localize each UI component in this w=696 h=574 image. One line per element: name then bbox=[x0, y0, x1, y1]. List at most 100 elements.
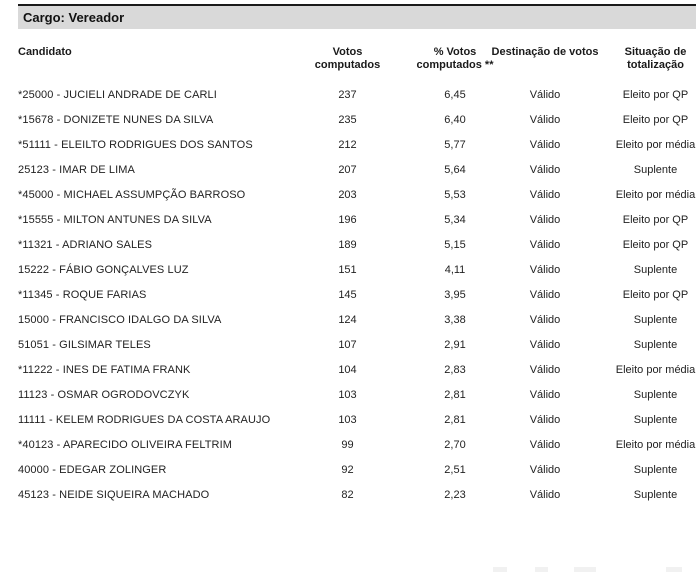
cell-candidato: 40000 - EDEGAR ZOLINGER bbox=[18, 464, 167, 476]
clipped-text-fragment bbox=[574, 567, 596, 572]
table-row: *15555 - MILTON ANTUNES DA SILVA 196 5,3… bbox=[18, 208, 696, 233]
cell-situacao: Eleito por média bbox=[615, 139, 696, 151]
table-row: 11123 - OSMAR OGRODOVCZYK 103 2,81 Válid… bbox=[18, 383, 696, 408]
cell-pct-votos: 5,53 bbox=[444, 189, 466, 201]
election-results-report: Cargo: Vereador Candidato Votos computad… bbox=[18, 4, 696, 572]
cell-votos: 212 bbox=[338, 139, 357, 151]
cell-situacao: Eleito por QP bbox=[622, 289, 689, 301]
table-row: *11222 - INES DE FATIMA FRANK 104 2,83 V… bbox=[18, 358, 696, 383]
clipped-text-fragment bbox=[535, 567, 548, 572]
table-body: *25000 - JUCIELI ANDRADE DE CARLI 237 6,… bbox=[18, 83, 696, 508]
cell-votos: 145 bbox=[338, 289, 357, 301]
cell-votos: 124 bbox=[338, 314, 357, 326]
cell-situacao: Suplente bbox=[633, 414, 678, 426]
cell-pct-votos: 2,91 bbox=[444, 339, 466, 351]
cargo-label: Cargo: Vereador bbox=[23, 10, 125, 25]
header-candidato: Candidato bbox=[18, 46, 72, 58]
table-row: *40123 - APARECIDO OLIVEIRA FELTRIM 99 2… bbox=[18, 433, 696, 458]
cell-pct-votos: 5,15 bbox=[444, 239, 466, 251]
cell-situacao: Suplente bbox=[633, 164, 678, 176]
header-votos-computados: Votos computados bbox=[314, 46, 381, 71]
cell-destinacao: Válido bbox=[529, 139, 561, 151]
cell-situacao: Suplente bbox=[633, 264, 678, 276]
cell-votos: 151 bbox=[338, 264, 357, 276]
cell-situacao: Eleito por QP bbox=[622, 114, 689, 126]
cell-destinacao: Válido bbox=[529, 389, 561, 401]
table-row: *51111 - ELEILTO RODRIGUES DOS SANTOS 21… bbox=[18, 133, 696, 158]
cell-situacao: Suplente bbox=[633, 339, 678, 351]
cell-candidato: 11123 - OSMAR OGRODOVCZYK bbox=[18, 389, 190, 401]
cell-situacao: Eleito por QP bbox=[622, 214, 689, 226]
cell-votos: 104 bbox=[338, 364, 357, 376]
cell-destinacao: Válido bbox=[529, 314, 561, 326]
cell-votos: 196 bbox=[338, 214, 357, 226]
cell-destinacao: Válido bbox=[529, 364, 561, 376]
cell-votos: 103 bbox=[338, 389, 357, 401]
cell-situacao: Eleito por QP bbox=[622, 89, 689, 101]
cell-situacao: Eleito por média bbox=[615, 439, 696, 451]
table-row: 40000 - EDEGAR ZOLINGER 92 2,51 Válido S… bbox=[18, 458, 696, 483]
cell-destinacao: Válido bbox=[529, 239, 561, 251]
cell-pct-votos: 4,11 bbox=[444, 264, 466, 276]
cell-candidato: *45000 - MICHAEL ASSUMPÇÃO BARROSO bbox=[18, 189, 246, 201]
cell-pct-votos: 6,45 bbox=[444, 89, 466, 101]
cell-pct-votos: 2,81 bbox=[444, 389, 466, 401]
cell-pct-votos: 2,83 bbox=[444, 364, 466, 376]
cell-votos: 235 bbox=[338, 114, 357, 126]
cell-candidato: *15555 - MILTON ANTUNES DA SILVA bbox=[18, 214, 212, 226]
section-header-cargo: Cargo: Vereador bbox=[18, 4, 696, 29]
cell-candidato: *25000 - JUCIELI ANDRADE DE CARLI bbox=[18, 89, 217, 101]
cell-candidato: 51051 - GILSIMAR TELES bbox=[18, 339, 151, 351]
table-row: *11345 - ROQUE FARIAS 145 3,95 Válido El… bbox=[18, 283, 696, 308]
cell-pct-votos: 2,23 bbox=[444, 489, 466, 501]
cell-destinacao: Válido bbox=[529, 339, 561, 351]
cell-pct-votos: 2,51 bbox=[444, 464, 466, 476]
table-row: *25000 - JUCIELI ANDRADE DE CARLI 237 6,… bbox=[18, 83, 696, 108]
table-header-row: Candidato Votos computados % Votos compu… bbox=[18, 46, 696, 72]
cell-situacao: Eleito por média bbox=[615, 364, 696, 376]
cell-candidato: *11321 - ADRIANO SALES bbox=[18, 239, 153, 251]
cell-destinacao: Válido bbox=[529, 164, 561, 176]
cell-candidato: *15678 - DONIZETE NUNES DA SILVA bbox=[18, 114, 214, 126]
cell-candidato: *11222 - INES DE FATIMA FRANK bbox=[18, 364, 191, 376]
header-pct-votos: % Votos computados ** bbox=[416, 46, 494, 71]
table-row: 51051 - GILSIMAR TELES 107 2,91 Válido S… bbox=[18, 333, 696, 358]
cell-pct-votos: 2,70 bbox=[444, 439, 466, 451]
cell-situacao: Suplente bbox=[633, 489, 678, 501]
cell-destinacao: Válido bbox=[529, 464, 561, 476]
cell-pct-votos: 5,64 bbox=[444, 164, 466, 176]
cell-pct-votos: 6,40 bbox=[444, 114, 466, 126]
cell-candidato: *40123 - APARECIDO OLIVEIRA FELTRIM bbox=[18, 439, 232, 451]
cell-candidato: 25123 - IMAR DE LIMA bbox=[18, 164, 135, 176]
cell-situacao: Suplente bbox=[633, 464, 678, 476]
cell-votos: 99 bbox=[341, 439, 354, 451]
table-row: 11111 - KELEM RODRIGUES DA COSTA ARAUJO … bbox=[18, 408, 696, 433]
cell-destinacao: Válido bbox=[529, 264, 561, 276]
cell-candidato: *51111 - ELEILTO RODRIGUES DOS SANTOS bbox=[18, 139, 253, 151]
cell-pct-votos: 3,38 bbox=[444, 314, 466, 326]
cell-candidato: 45123 - NEIDE SIQUEIRA MACHADO bbox=[18, 489, 210, 501]
header-situacao: Situação de totalização bbox=[624, 46, 687, 71]
table-row: 45123 - NEIDE SIQUEIRA MACHADO 82 2,23 V… bbox=[18, 483, 696, 508]
clipped-text-fragment bbox=[493, 567, 507, 572]
cell-pct-votos: 3,95 bbox=[444, 289, 466, 301]
cell-destinacao: Válido bbox=[529, 214, 561, 226]
table-row: 25123 - IMAR DE LIMA 207 5,64 Válido Sup… bbox=[18, 158, 696, 183]
header-destinacao: Destinação de votos bbox=[491, 46, 599, 58]
cell-candidato: *11345 - ROQUE FARIAS bbox=[18, 289, 147, 301]
cell-pct-votos: 5,34 bbox=[444, 214, 466, 226]
cell-votos: 203 bbox=[338, 189, 357, 201]
cell-candidato: 11111 - KELEM RODRIGUES DA COSTA ARAUJO bbox=[18, 414, 271, 426]
cell-situacao: Eleito por QP bbox=[622, 239, 689, 251]
cell-destinacao: Válido bbox=[529, 489, 561, 501]
table-row: *11321 - ADRIANO SALES 189 5,15 Válido E… bbox=[18, 233, 696, 258]
cell-votos: 92 bbox=[341, 464, 354, 476]
table-row: *15678 - DONIZETE NUNES DA SILVA 235 6,4… bbox=[18, 108, 696, 133]
cell-situacao: Suplente bbox=[633, 389, 678, 401]
cell-votos: 207 bbox=[338, 164, 357, 176]
cell-votos: 82 bbox=[341, 489, 354, 501]
cell-pct-votos: 5,77 bbox=[444, 139, 466, 151]
table-row: 15000 - FRANCISCO IDALGO DA SILVA 124 3,… bbox=[18, 308, 696, 333]
cell-situacao: Eleito por média bbox=[615, 189, 696, 201]
cell-candidato: 15222 - FÁBIO GONÇALVES LUZ bbox=[18, 264, 189, 276]
